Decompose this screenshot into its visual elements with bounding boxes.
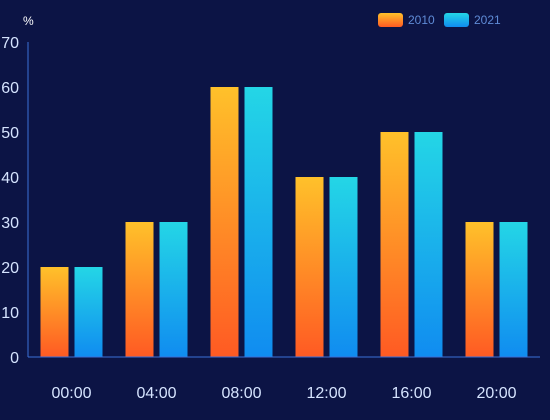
bar-2021-1200[interactable]	[329, 177, 358, 357]
y-tick-label: 0	[10, 350, 19, 367]
x-tick-label: 16:00	[391, 385, 431, 402]
x-tick-label: 12:00	[306, 385, 346, 402]
y-tick-label: 10	[1, 305, 19, 322]
legend-swatch-2021[interactable]	[444, 13, 469, 27]
bars	[40, 87, 528, 357]
legend-label-2010[interactable]: 2010	[408, 13, 435, 27]
y-tick-label: 70	[1, 35, 19, 52]
x-tick-label: 08:00	[221, 385, 261, 402]
y-tick-label: 60	[1, 80, 19, 97]
y-tick-label: 30	[1, 215, 19, 232]
x-tick-label: 04:00	[136, 385, 176, 402]
legend-label-2021[interactable]: 2021	[474, 13, 501, 27]
x-axis: 00:00 04:00 08:00 12:00 16:00 20:00	[28, 356, 540, 402]
bar-2010-0400[interactable]	[125, 222, 154, 357]
bar-2010-0000[interactable]	[40, 267, 69, 357]
bar-2021-0800[interactable]	[244, 87, 273, 357]
y-tick-label: 20	[1, 260, 19, 277]
bar-2010-1200[interactable]	[295, 177, 324, 357]
y-tick-label: 40	[1, 170, 19, 187]
bar-2010-1600[interactable]	[380, 132, 409, 357]
bar-2021-2000[interactable]	[499, 222, 528, 357]
x-tick-label: 00:00	[51, 385, 91, 402]
legend: 2010 2021	[378, 13, 501, 27]
bar-2010-2000[interactable]	[465, 222, 494, 357]
y-tick-label: 50	[1, 125, 19, 142]
bar-2021-0000[interactable]	[74, 267, 103, 357]
legend-swatch-2010[interactable]	[378, 13, 403, 27]
y-unit-label: %	[23, 14, 34, 28]
x-tick-label: 20:00	[476, 385, 516, 402]
bar-2021-0400[interactable]	[159, 222, 188, 357]
y-axis: 0 10 20 30 40 50 60 70	[1, 35, 29, 367]
bar-2010-0800[interactable]	[210, 87, 239, 357]
bar-2021-1600[interactable]	[414, 132, 443, 357]
